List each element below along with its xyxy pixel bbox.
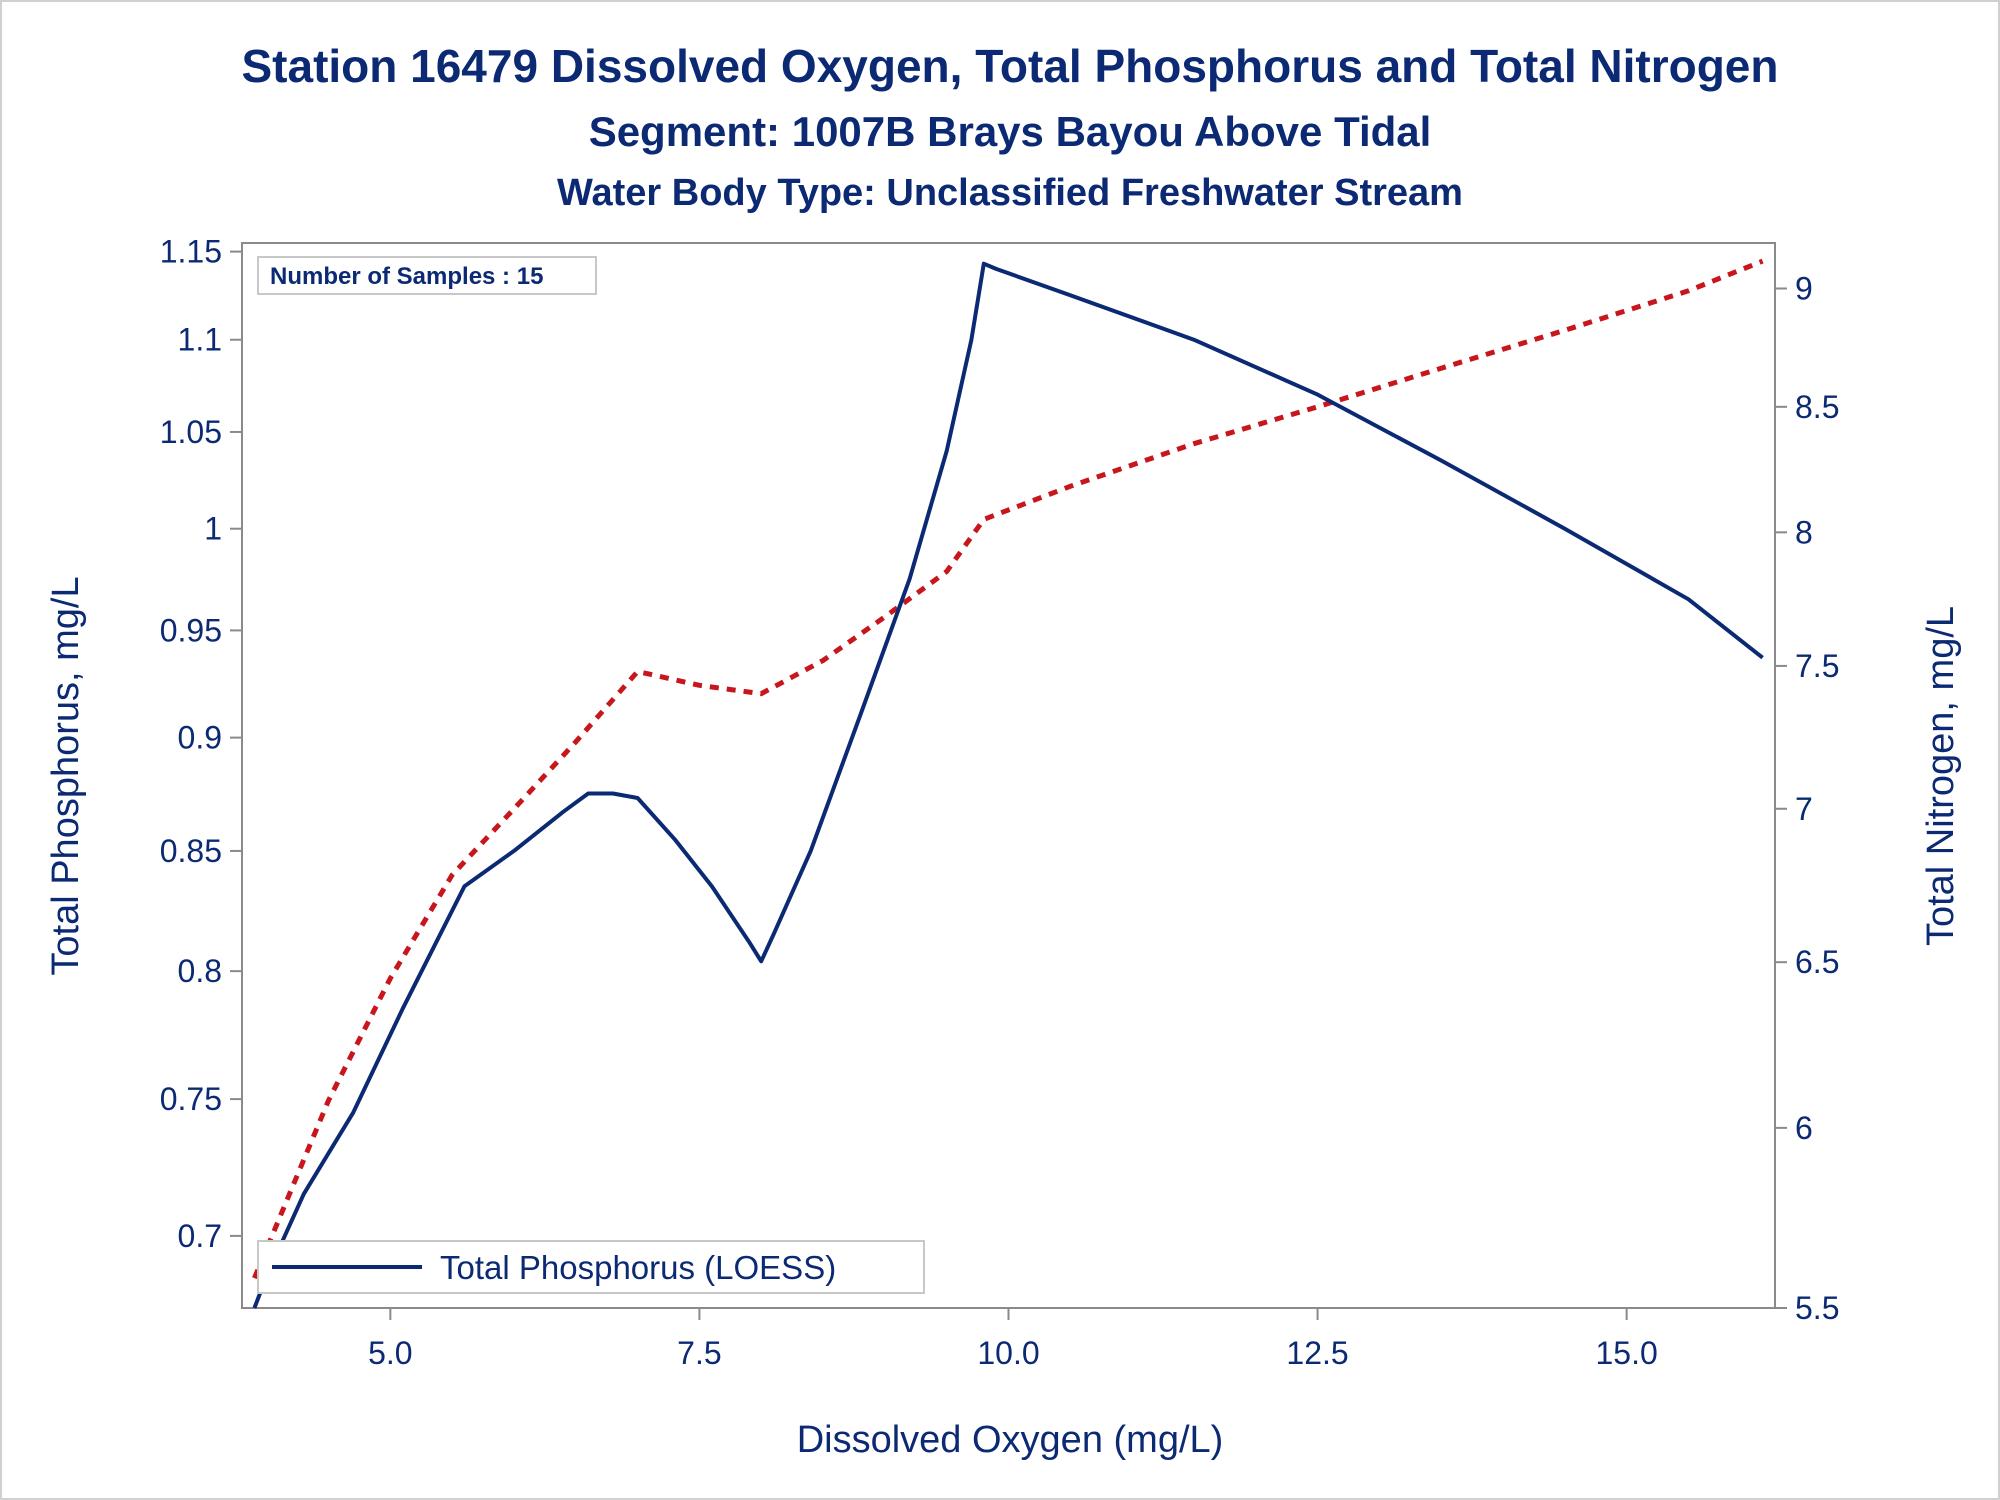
y-right-tick-label: 8.5: [1795, 389, 1839, 425]
y-right-tick-label: 7.5: [1795, 648, 1839, 684]
x-tick-label: 12.5: [1286, 1335, 1348, 1371]
chart-title: Station 16479 Dissolved Oxygen, Total Ph…: [241, 40, 1778, 92]
plot-area-border: [241, 242, 1776, 1309]
y-right-tick-label: 6: [1795, 1110, 1813, 1146]
x-tick-label: 10.0: [977, 1335, 1039, 1371]
y-left-axis-ticks: 0.7 0.75 0.8 0.85 0.9 0.95 1 1.05 1.1 1.15: [160, 234, 242, 1254]
y-left-axis-label: Total Phosphorus, mg/L: [45, 576, 87, 975]
series-layer: [252, 258, 1764, 1309]
series-line-total-nitrogen: [252, 258, 1764, 1280]
series-line-total-phosphorus: [252, 261, 1764, 1309]
x-tick-label: 15.0: [1596, 1335, 1658, 1371]
x-tick-label: 7.5: [677, 1335, 721, 1371]
y-right-tick-label: 8: [1795, 514, 1813, 550]
y-left-tick-label: 1.15: [160, 234, 222, 270]
sample-count-note: Number of Samples : 15: [270, 263, 543, 290]
y-left-tick-label: 0.95: [160, 612, 222, 648]
y-left-tick-label: 1: [204, 511, 222, 547]
y-left-tick-label: 0.7: [178, 1218, 222, 1254]
y-right-tick-label: 9: [1795, 270, 1813, 306]
legend-label-phosphorus: Total Phosphorus (LOESS): [440, 1249, 836, 1286]
x-axis-label: Dissolved Oxygen (mg/L): [797, 1419, 1224, 1461]
y-right-tick-label: 7: [1795, 791, 1813, 827]
x-tick-label: 5.0: [368, 1335, 412, 1371]
x-axis-ticks: 5.0 7.5 10.0 12.5 15.0: [368, 1308, 1658, 1371]
y-left-tick-label: 0.9: [178, 720, 222, 756]
y-right-axis-label: Total Nitrogen, mg/L: [1920, 606, 1962, 946]
y-left-tick-label: 1.1: [178, 322, 222, 358]
chart-subtitle-2: Water Body Type: Unclassified Freshwater…: [557, 172, 1463, 214]
y-left-tick-label: 0.8: [178, 953, 222, 989]
y-right-axis-ticks: 5.5 6 6.5 7 7.5 8 8.5 9: [1775, 270, 1839, 1326]
y-right-tick-label: 5.5: [1795, 1290, 1839, 1326]
y-left-tick-label: 1.05: [160, 414, 222, 450]
sample-count-box: [257, 256, 597, 295]
chart-subtitle: Segment: 1007B Brays Bayou Above Tidal: [589, 108, 1432, 155]
y-right-tick-label: 6.5: [1795, 944, 1839, 980]
y-left-tick-label: 0.75: [160, 1081, 222, 1117]
y-left-tick-label: 0.85: [160, 833, 222, 869]
